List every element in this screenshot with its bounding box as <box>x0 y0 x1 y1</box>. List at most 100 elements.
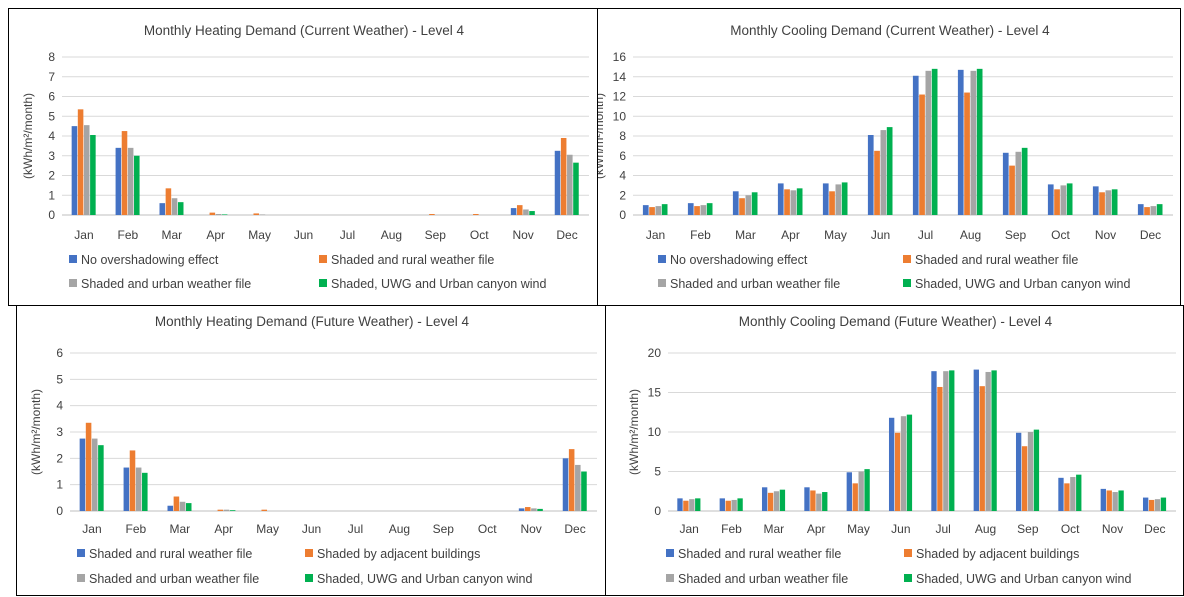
bar <box>177 202 184 215</box>
bar <box>732 191 739 215</box>
y-tick-label: 8 <box>48 50 55 64</box>
bar <box>810 490 816 511</box>
bar <box>560 137 567 215</box>
bar <box>1047 184 1054 215</box>
bar <box>925 70 932 215</box>
legend-label: Shaded and rural weather file <box>89 547 252 561</box>
bar <box>562 458 569 511</box>
x-tick-label: Feb <box>690 228 711 242</box>
bar <box>518 508 525 511</box>
bar <box>1002 152 1009 215</box>
x-tick-label: Aug <box>975 522 996 536</box>
y-axis-label: (kWh/m²/month) <box>29 389 43 475</box>
bar <box>1150 206 1157 215</box>
x-tick-label: May <box>847 522 870 536</box>
y-tick-label: 4 <box>619 169 626 183</box>
bar <box>852 483 858 511</box>
x-tick-label: Sep <box>425 228 447 242</box>
x-tick-label: Jun <box>871 228 890 242</box>
bar <box>98 445 104 511</box>
chart-panel-heating-current: Monthly Heating Demand (Current Weather)… <box>8 8 598 306</box>
y-tick-label: 3 <box>56 425 63 439</box>
legend-swatch <box>319 279 327 287</box>
chart-title: Monthly Heating Demand (Current Weather)… <box>144 23 465 38</box>
legend-label: Shaded and rural weather file <box>678 547 841 561</box>
bar <box>858 471 864 511</box>
bar <box>1106 490 1112 511</box>
x-tick-label: Apr <box>781 228 800 242</box>
x-tick-label: Mar <box>161 228 182 242</box>
y-axis-label: (kWh/m²/month) <box>627 389 641 475</box>
bar <box>165 188 172 215</box>
bar <box>976 68 983 215</box>
legend-label: Shaded, UWG and Urban canyon wind <box>915 277 1130 291</box>
bar <box>919 94 925 215</box>
x-tick-label: Jan <box>82 522 101 536</box>
y-tick-label: 0 <box>654 504 661 518</box>
bar <box>906 414 913 511</box>
bar <box>751 192 758 215</box>
bar <box>655 206 662 215</box>
bar <box>179 501 186 511</box>
bar <box>121 131 128 215</box>
legend-swatch <box>305 574 313 582</box>
legend-label: Shaded, UWG and Urban canyon wind <box>331 277 546 291</box>
x-tick-label: Sep <box>433 522 455 536</box>
y-tick-label: 10 <box>648 425 662 439</box>
legend-swatch <box>77 549 85 557</box>
y-tick-label: 10 <box>613 109 627 123</box>
bar <box>985 371 991 511</box>
bar <box>79 438 86 511</box>
y-tick-label: 0 <box>48 208 55 222</box>
bar <box>537 508 543 511</box>
bar <box>253 213 260 215</box>
bar <box>706 203 713 215</box>
bar <box>841 182 848 215</box>
legend-swatch <box>904 574 912 582</box>
bar <box>700 205 707 216</box>
x-tick-label: Apr <box>807 522 826 536</box>
legend-label: Shaded and urban weather file <box>670 277 840 291</box>
x-tick-label: Feb <box>721 522 742 536</box>
bar <box>796 188 803 215</box>
bar <box>767 492 774 511</box>
legend-swatch <box>903 255 911 263</box>
y-tick-label: 15 <box>648 386 662 400</box>
bar <box>1021 446 1028 511</box>
bar <box>649 207 655 215</box>
bar <box>1144 207 1150 215</box>
chart-title: Monthly Heating Demand (Future Weather) … <box>155 314 470 329</box>
bar <box>1033 429 1040 511</box>
y-axis-label: (kWh/m²/month) <box>598 93 606 179</box>
y-tick-label: 2 <box>56 451 63 465</box>
bar <box>979 386 985 511</box>
bar <box>1154 499 1161 511</box>
x-tick-label: Mar <box>169 522 190 536</box>
y-tick-label: 8 <box>619 129 626 143</box>
bar <box>973 369 979 511</box>
chart-svg-heating-future: Monthly Heating Demand (Future Weather) … <box>29 314 597 586</box>
x-tick-label: Aug <box>960 228 981 242</box>
bar <box>1060 185 1067 216</box>
bar <box>1092 186 1099 215</box>
bar <box>123 467 130 511</box>
y-tick-label: 20 <box>648 346 662 360</box>
bar <box>719 498 725 511</box>
bar <box>159 203 166 215</box>
bar <box>1021 147 1028 215</box>
x-tick-label: May <box>256 522 279 536</box>
legend-label: Shaded and urban weather file <box>89 572 259 586</box>
legend-swatch <box>305 549 313 557</box>
bar <box>829 191 835 215</box>
bar <box>1076 474 1082 511</box>
bar <box>185 503 192 511</box>
bar <box>1015 151 1022 215</box>
bar <box>90 135 96 215</box>
legend-label: Shaded and rural weather file <box>331 253 494 267</box>
x-tick-label: Apr <box>214 522 233 536</box>
bar <box>886 127 893 215</box>
bar <box>1099 192 1105 215</box>
x-tick-label: Sep <box>1017 522 1039 536</box>
bar <box>1142 497 1149 511</box>
bar <box>127 147 134 215</box>
